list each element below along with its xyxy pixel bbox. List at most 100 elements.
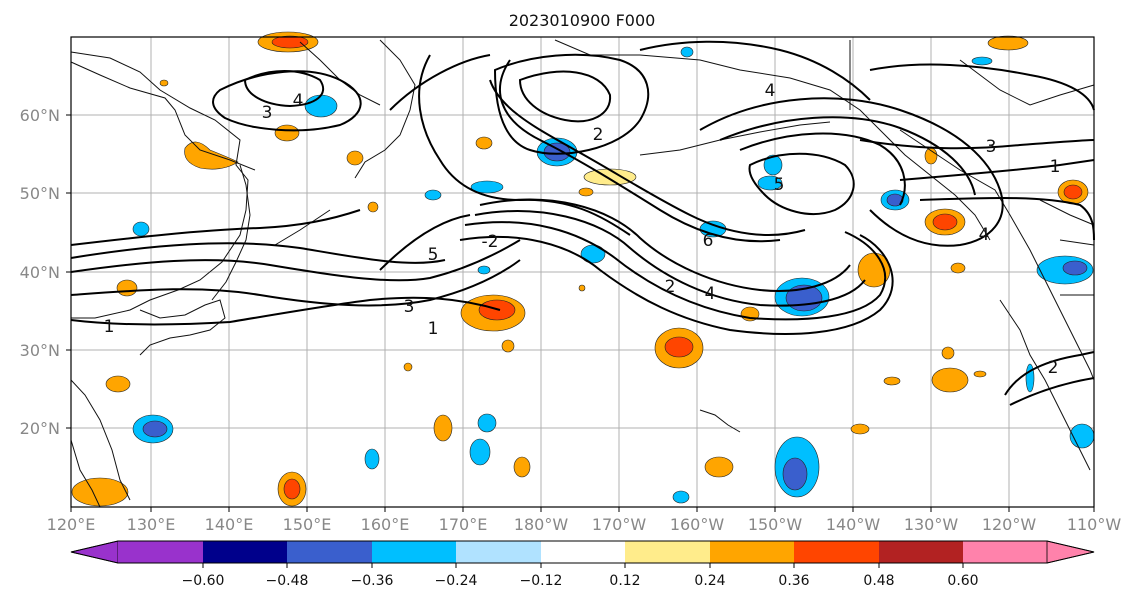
contour-line — [479, 198, 851, 292]
contour-line — [379, 214, 471, 271]
lon-label: 160°W — [670, 515, 725, 534]
contour-label: 6 — [703, 231, 714, 251]
lon-label: 120°E — [47, 515, 96, 534]
colorbar-outline — [70, 540, 1095, 564]
contour-line — [418, 54, 631, 236]
blob-neg — [424, 189, 442, 201]
blob-neg — [971, 56, 993, 66]
colorbar-extend-left — [70, 540, 119, 564]
colorbar-extend-right — [1046, 540, 1095, 564]
blob-pos — [513, 456, 531, 478]
blob-neg — [132, 221, 150, 237]
contour-line — [1009, 377, 1095, 406]
blob-neg — [1025, 363, 1035, 393]
colorbar-swatch — [541, 541, 625, 563]
blob-pos — [274, 124, 300, 142]
blob-neg — [469, 438, 491, 466]
blob-neg — [142, 420, 168, 438]
blob-pos — [283, 478, 301, 500]
blob-neg — [757, 175, 783, 191]
blob-neg — [782, 457, 808, 491]
blob-pos — [159, 79, 169, 87]
contour-line — [474, 210, 866, 307]
blob-pos — [664, 336, 694, 358]
contour-label-group: 1 2 3 4 5 6 -2 1 2 3 4 5 3 4 1 2 4 — [104, 81, 1061, 378]
colorbar-tick-label: −0.12 — [520, 573, 563, 589]
colorbar-swatch — [287, 541, 372, 563]
colorbar-tick-label: 0.12 — [609, 573, 640, 589]
latitude-labels: 60°N 50°N 40°N 30°N 20°N — [20, 106, 60, 438]
contour-line — [518, 70, 612, 123]
contour-label: 5 — [774, 175, 785, 195]
contour-line — [869, 63, 1095, 111]
lat-label: 40°N — [20, 263, 60, 282]
blob-pos — [987, 35, 1029, 51]
colorbar-swatch — [456, 541, 541, 563]
contour-line — [389, 54, 491, 111]
lon-label: 170°E — [439, 515, 488, 534]
contour-line — [459, 234, 894, 335]
blob-neg — [672, 490, 690, 504]
contour-label: 2 — [1048, 358, 1059, 378]
blob-pos — [475, 136, 493, 150]
lon-label: 160°E — [361, 515, 410, 534]
blob-pos — [578, 284, 586, 292]
colorbar-tick-label: 0.36 — [778, 573, 809, 589]
contour-line — [699, 97, 1004, 247]
blob-pos — [932, 213, 958, 231]
lon-label: 110°W — [1067, 515, 1122, 534]
colorbar-swatch — [794, 541, 879, 563]
blob-pos — [578, 187, 594, 197]
blob-pos — [367, 201, 379, 213]
blob-pos — [71, 477, 129, 507]
blob-pos — [931, 367, 969, 393]
colorbar-tick-label: −0.48 — [266, 573, 309, 589]
blob-pos — [433, 414, 453, 442]
lat-label: 60°N — [20, 106, 60, 125]
figure-title: 2023010900 F000 — [509, 11, 656, 30]
contour-line — [859, 139, 1095, 150]
blob-pos — [850, 423, 870, 435]
blob-pos — [583, 168, 637, 186]
lon-label: 140°E — [205, 515, 254, 534]
tick-marks — [66, 114, 1095, 512]
blob-pos — [501, 339, 515, 353]
contour-label: 2 — [665, 277, 676, 297]
lon-label: 180°W — [514, 515, 569, 534]
contour-label: 1 — [428, 319, 439, 339]
colorbar-tick-label: 0.60 — [947, 573, 978, 589]
blob-pos — [1063, 184, 1083, 200]
contour-line — [499, 59, 781, 243]
contour-line — [70, 259, 521, 307]
contour-label: 3 — [404, 297, 415, 317]
colorbar-swatch — [625, 541, 710, 563]
contour-line — [243, 70, 325, 108]
colorbar-swatch — [963, 541, 1047, 563]
contour-label: 1 — [104, 317, 115, 337]
blob-pos — [116, 279, 138, 297]
blob-pos — [271, 35, 309, 49]
blob-neg — [477, 413, 497, 433]
colorbar-swatch — [372, 541, 456, 563]
blob-pos — [346, 150, 364, 166]
blob-neg — [364, 448, 380, 470]
coastlines — [70, 39, 1095, 508]
contour-line — [70, 242, 446, 264]
contour-label: 4 — [765, 81, 776, 101]
contour-line — [639, 40, 871, 101]
colorbar: −0.60 −0.48 −0.36 −0.24 −0.12 0.12 0.24 … — [70, 540, 1095, 589]
blob-neg — [763, 154, 783, 176]
contour-line — [748, 152, 855, 215]
blob-pos — [704, 456, 734, 478]
blob-pos — [184, 141, 239, 170]
blob-pos — [941, 346, 955, 360]
lon-label: 130°W — [904, 515, 959, 534]
contour-label: 2 — [593, 125, 604, 145]
contour-label: 1 — [1050, 157, 1061, 177]
blob-pos — [105, 375, 131, 393]
contour-label: 5 — [428, 245, 439, 265]
contour-label: 3 — [986, 137, 997, 157]
blob-neg — [470, 180, 504, 194]
colorbar-tick-label: 0.24 — [694, 573, 725, 589]
